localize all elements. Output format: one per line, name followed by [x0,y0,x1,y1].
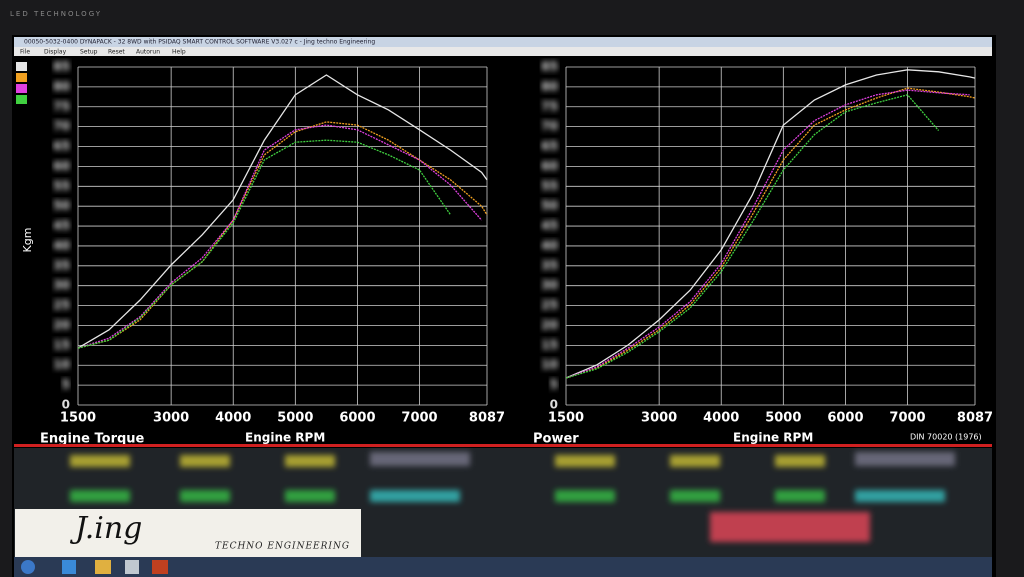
x-tick-label: 1500 [548,411,584,426]
y-tick-label: 80 [541,79,558,93]
menu-item[interactable]: File [20,49,30,56]
y-tick-label: 15 [53,338,70,352]
y-tick-label: 65 [53,139,70,153]
legend-swatch [16,84,27,93]
y-tick-label: 65 [541,139,558,153]
y-tick-label: 25 [53,298,70,312]
legend-swatch [16,95,27,104]
x-axis-label: Engine RPM [245,431,325,445]
x-tick-label: 1500 [60,411,96,426]
menu-item[interactable]: Reset [108,49,125,56]
logo-box [15,509,361,557]
series-line [565,87,976,379]
taskbar-icon[interactable] [95,560,111,574]
taskbar-icon[interactable] [125,560,139,574]
y-tick-label: 35 [541,258,558,272]
x-tick-label: 6000 [827,411,863,426]
y-tick-label: 20 [541,318,558,332]
menu-item[interactable]: Display [44,49,67,56]
x-tick-label: 3000 [641,411,677,426]
legend-swatch [16,62,27,71]
x-tick-label: 6000 [339,411,375,426]
logo-name: J.ing [69,511,142,546]
y-tick-label: 5 [550,378,558,392]
y-tick-label: 10 [541,358,558,372]
y-tick-label: 30 [541,278,558,292]
y-tick-label: 0 [62,398,70,412]
y-tick-label: 0 [550,398,558,412]
chart-area [14,57,992,445]
y-tick-label: 70 [53,119,70,133]
x-axis-label: Engine RPM [733,431,813,445]
y-tick-label: 70 [541,119,558,133]
legend-swatch [16,73,27,82]
blurred-readouts [70,452,955,542]
y-tick-label: 40 [53,238,70,252]
y-tick-label: 10 [53,358,70,372]
y-tick-label: 15 [541,338,558,352]
menu-item[interactable]: Setup [80,49,98,56]
series-line [565,94,940,379]
y-tick-label: 80 [53,79,70,93]
x-tick-label: 4000 [215,411,251,426]
y-tick-label: 85 [541,60,558,74]
menu-item[interactable]: Autorun [136,49,160,56]
menu-item[interactable]: Help [172,49,186,56]
x-tick-label: 5000 [765,411,801,426]
y-tick-label: 85 [53,60,70,74]
y-tick-label: 40 [541,238,558,252]
series-line [565,69,976,379]
series-line [77,74,488,349]
start-button[interactable] [21,560,35,574]
title-bar [14,37,992,47]
menu-bar [14,47,992,56]
y-tick-label: 75 [541,99,558,113]
chart-title: Power [533,432,579,447]
y-tick-label: 60 [541,159,558,173]
y-tick-label: 25 [541,298,558,312]
taskbar [14,557,992,577]
x-tick-label: 7000 [889,411,925,426]
y-tick-label: 30 [53,278,70,292]
x-tick-label: 4000 [703,411,739,426]
logo-tagline: TECHNO ENGINEERING [215,542,350,552]
taskbar-icon[interactable] [152,560,168,574]
x-tick-label: 7000 [401,411,437,426]
y-axis-label: Kgm [21,228,34,253]
y-tick-label: 60 [53,159,70,173]
chart-title: Engine Torque [40,432,145,447]
y-tick-label: 20 [53,318,70,332]
y-tick-label: 45 [541,219,558,233]
y-tick-label: 50 [53,199,70,213]
y-tick-label: 35 [53,258,70,272]
bezel-brand: LED TECHNOLOGY [10,10,102,18]
series-line [77,121,488,349]
taskbar-icon[interactable] [62,560,76,574]
y-tick-label: 75 [53,99,70,113]
y-tick-label: 55 [53,179,70,193]
y-tick-label: 45 [53,219,70,233]
series-line [565,89,970,379]
series-line [77,139,452,349]
y-tick-label: 5 [62,378,70,392]
x-tick-label: 5000 [277,411,313,426]
x-tick-label: 8087 [469,411,505,426]
window-title: 00050-5032-0400 DYNAPACK - 32 8WD with P… [24,39,375,46]
chart-note: DIN 70020 (1976) [910,433,982,442]
divider [14,444,992,447]
series-line [77,124,483,349]
x-tick-label: 8087 [957,411,993,426]
x-tick-label: 3000 [153,411,189,426]
y-tick-label: 55 [541,179,558,193]
y-tick-label: 50 [541,199,558,213]
menu: File Display Setup Reset Autorun Help [20,49,186,56]
